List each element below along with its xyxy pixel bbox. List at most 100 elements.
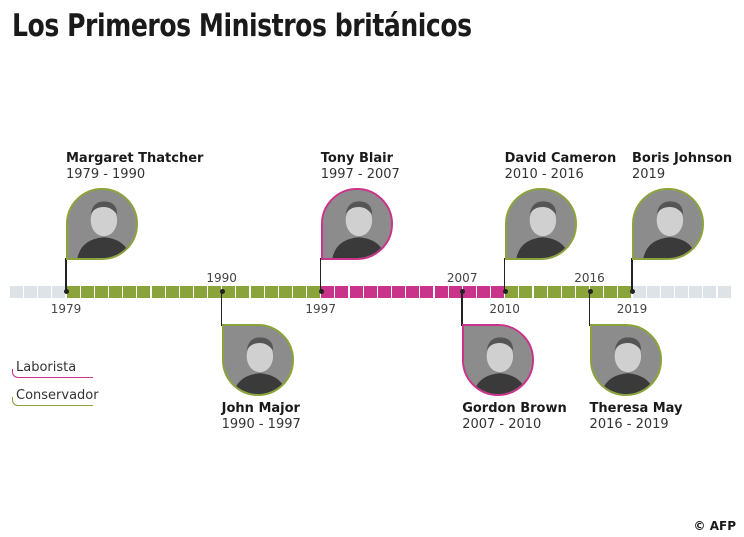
timeline-year-cell [377, 286, 391, 298]
timeline-year-cell [193, 286, 207, 298]
timeline-year-cell [604, 286, 618, 298]
timeline-year-cell [434, 286, 448, 298]
timeline-year-cell [717, 286, 731, 298]
timeline-year-cell [24, 286, 38, 298]
minister-term: 2007 - 2010 [462, 417, 542, 432]
minister-term: 1997 - 2007 [320, 167, 400, 182]
year-label: 2016 [574, 271, 605, 285]
timeline-year-cell [66, 286, 80, 298]
connector-line [588, 292, 591, 326]
timeline-year-cell [646, 286, 660, 298]
connector-line [503, 258, 506, 290]
timeline-year-cell [236, 286, 250, 298]
minister-name: Margaret Thatcher [66, 151, 204, 166]
portrait [66, 188, 138, 260]
portrait-icon [506, 190, 575, 258]
year-label: 1997 [305, 302, 336, 316]
minister-term: 1979 - 1990 [66, 167, 146, 182]
portrait [462, 324, 535, 396]
timeline-year-cell [109, 286, 123, 298]
timeline-year-cell [462, 286, 476, 298]
timeline-year-cell [547, 286, 561, 298]
timeline-year-cell [491, 286, 505, 298]
portrait [589, 324, 662, 396]
minister-term: 2010 - 2016 [504, 167, 584, 182]
minister-name: Theresa May [589, 401, 683, 416]
year-label: 2007 [446, 271, 478, 285]
timeline-year-cell [10, 286, 23, 298]
connector-line [65, 258, 67, 290]
legend-label: Laborista [16, 360, 77, 375]
legend-laborista: Laborista [12, 360, 93, 378]
timeline-track [10, 286, 732, 298]
timeline-year-cell [321, 286, 335, 298]
timeline-year-cell [505, 286, 519, 298]
timeline-year-cell [278, 286, 292, 298]
minister-name: David Cameron [504, 151, 617, 166]
timeline-year-cell [618, 286, 632, 298]
connector-line [461, 292, 463, 326]
timeline-year-cell [349, 286, 363, 298]
timeline-year-cell [363, 286, 377, 298]
portrait-icon [634, 190, 702, 258]
portrait [320, 188, 393, 260]
portrait [504, 188, 577, 260]
timeline-year-cell [222, 286, 236, 298]
year-tick [502, 289, 508, 294]
timeline-year-cell [590, 286, 604, 298]
portrait [221, 324, 294, 396]
timeline-year-cell [519, 286, 533, 298]
year-tick [318, 289, 324, 294]
page-title: Los Primeros Ministros británicos [12, 8, 472, 44]
timeline-year-cell [576, 286, 589, 298]
portrait-icon [223, 326, 292, 394]
connector-line [319, 258, 322, 290]
timeline-year-cell [392, 286, 406, 298]
timeline-year-cell [137, 286, 151, 298]
timeline-year-cell [38, 286, 52, 298]
timeline-year-cell [264, 286, 278, 298]
minister-name: Gordon Brown [462, 401, 567, 416]
timeline-year-cell [660, 286, 674, 298]
legend-conservador: Conservador [12, 388, 99, 406]
timeline-year-cell [293, 286, 306, 298]
timeline-year-cell [208, 286, 222, 298]
minister-term: 2016 - 2019 [589, 417, 669, 432]
portrait [632, 188, 704, 260]
portrait-icon [322, 190, 391, 258]
minister-name: Boris Johnson [632, 151, 733, 166]
timeline-year-cell [151, 286, 165, 298]
timeline-year-cell [406, 286, 420, 298]
timeline-year-cell [335, 286, 349, 298]
year-label: 2019 [616, 302, 648, 316]
timeline-year-cell [561, 286, 575, 298]
timeline-year-cell [250, 286, 264, 298]
timeline-year-cell [80, 286, 94, 298]
timeline-year-cell [675, 286, 689, 298]
year-tick [630, 289, 635, 294]
minister-term: 2019 [632, 167, 666, 182]
timeline-year-cell [632, 286, 646, 298]
year-tick [64, 289, 69, 294]
timeline-year-cell [307, 286, 321, 298]
timeline-year-cell [179, 286, 193, 298]
timeline-year-cell [165, 286, 179, 298]
portrait-icon [464, 326, 533, 394]
minister-name: Tony Blair [320, 151, 394, 166]
connector-line [220, 292, 223, 326]
portrait-icon [68, 190, 136, 258]
year-label: 2010 [489, 302, 520, 316]
year-tick [219, 289, 225, 294]
legend-label: Conservador [16, 388, 99, 403]
year-tick [587, 289, 593, 294]
minister-term: 1990 - 1997 [221, 417, 301, 432]
timeline-year-cell [689, 286, 703, 298]
timeline-year-cell [448, 286, 462, 298]
timeline-year-cell [52, 286, 66, 298]
minister-name: John Major [221, 401, 300, 416]
portrait-icon [591, 326, 660, 394]
timeline-year-cell [476, 286, 490, 298]
credit: © AFP [693, 519, 736, 533]
year-label: 1990 [206, 271, 237, 285]
